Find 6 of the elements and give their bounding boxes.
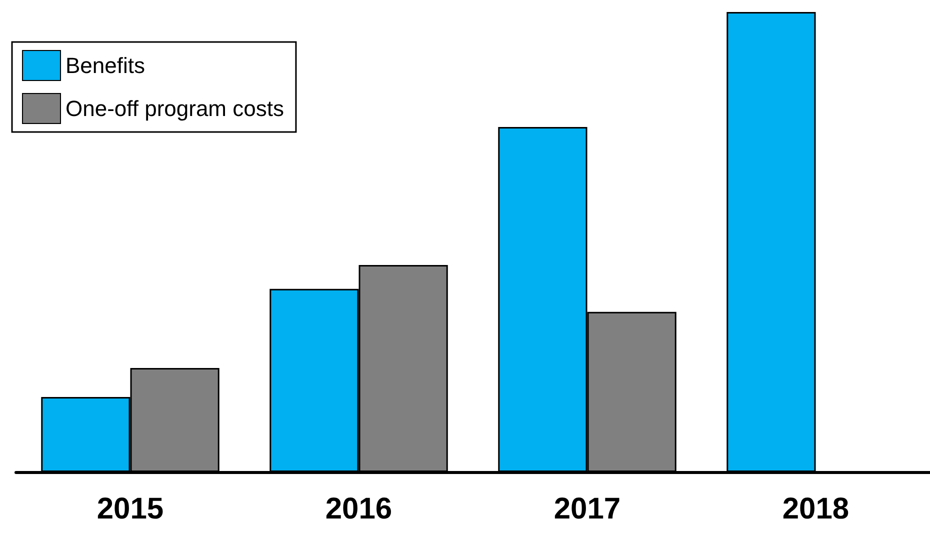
legend-label: Benefits [66, 53, 145, 78]
x-tick-label: 2016 [325, 492, 392, 526]
x-tick-label: 2017 [554, 492, 621, 526]
x-tick-label: 2015 [96, 492, 164, 526]
x-tick-label: 2018 [782, 492, 850, 526]
legend-label: One-off program costs [66, 96, 284, 121]
